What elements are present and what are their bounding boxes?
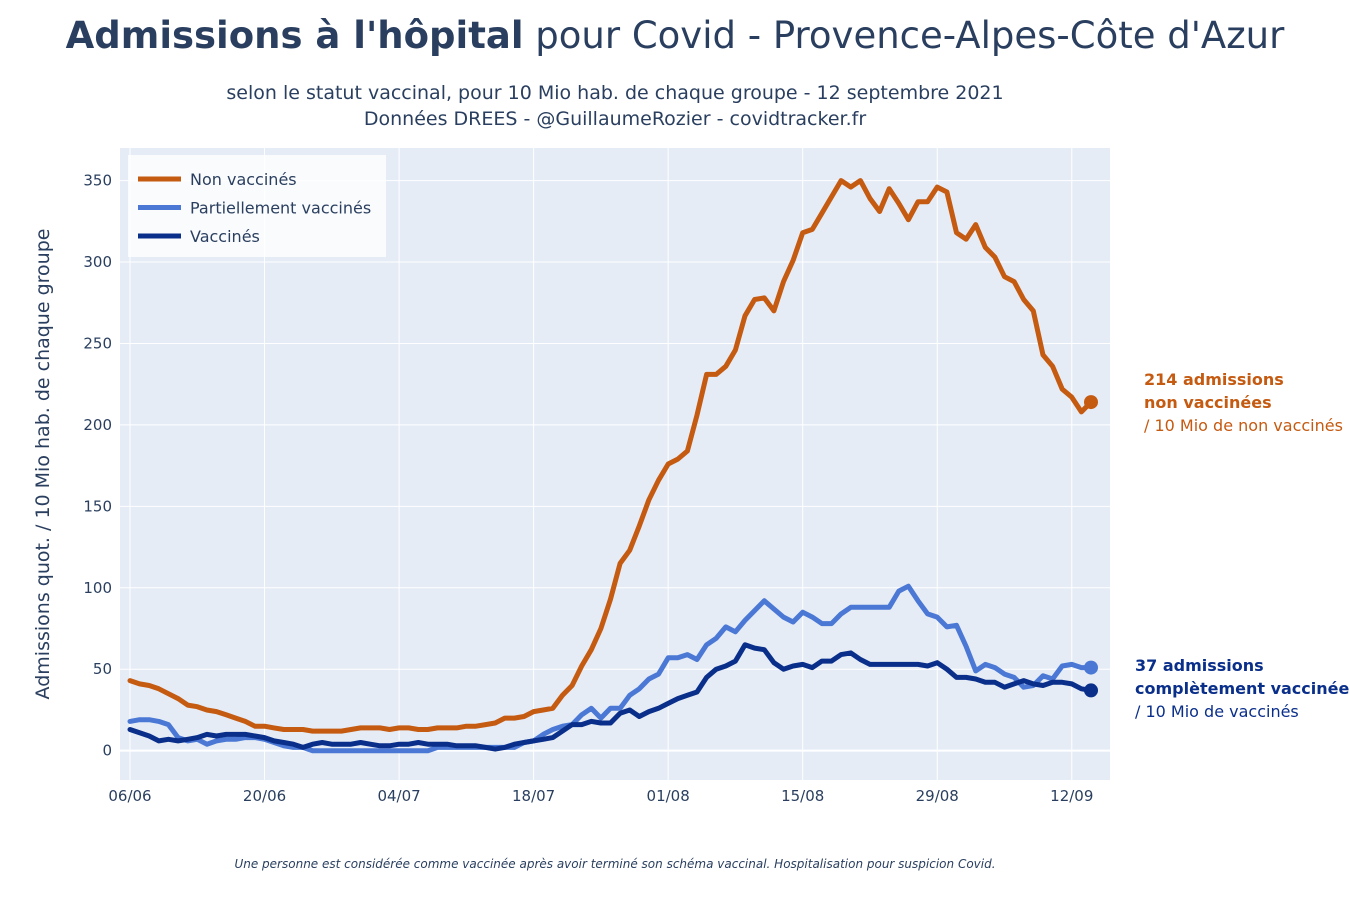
chart-title-rest: pour Covid - Provence-Alpes-Côte d'Azur (523, 14, 1285, 57)
x-tick-label: 18/07 (512, 787, 555, 805)
annotation-non-vaccines: 214 admissions non vaccinées / 10 Mio de… (1144, 368, 1343, 437)
y-tick-label: 350 (83, 172, 112, 190)
y-tick-label: 200 (83, 416, 112, 434)
y-tick-label: 300 (83, 253, 112, 271)
series-endpoint-non-vaccines (1084, 395, 1098, 410)
x-tick-label: 04/07 (377, 787, 420, 805)
annotation-vaccines: 37 admissions complètement vaccinée / 10… (1135, 654, 1349, 723)
chart-subtitle: selon le statut vaccinal, pour 10 Mio ha… (226, 82, 1004, 104)
annotation-non-vaccines-line2: non vaccinées (1144, 393, 1272, 412)
series-line-partiellement-vaccines (127, 583, 1094, 754)
y-tick-label: 150 (83, 497, 112, 515)
legend-label-vaccines: Vaccinés (190, 227, 260, 246)
y-tick-label: 0 (102, 742, 112, 760)
chart-source: Données DREES - @GuillaumeRozier - covid… (363, 108, 867, 130)
y-tick-label: 50 (93, 660, 112, 678)
series-line-vaccines (127, 642, 1094, 752)
x-tick-label: 12/09 (1050, 787, 1093, 805)
x-tick-label: 15/08 (781, 787, 824, 805)
chart-title: Admissions à l'hôpital pour Covid - Prov… (0, 14, 1350, 57)
x-tick-label: 06/06 (108, 787, 151, 805)
x-tick-label: 01/08 (647, 787, 690, 805)
annotation-non-vaccines-line1: 214 admissions (1144, 370, 1284, 389)
x-tick-label: 20/06 (243, 787, 286, 805)
x-tick-label: 29/08 (916, 787, 959, 805)
annotation-vaccines-line2: complètement vaccinée (1135, 679, 1350, 698)
series-line-non-vaccines (127, 178, 1094, 734)
y-tick-label: 100 (83, 579, 112, 597)
footnote: Une personne est considérée comme vaccin… (234, 857, 996, 871)
y-axis-label: Admissions quot. / 10 Mio hab. de chaque… (32, 229, 54, 700)
series-endpoint-partiellement-vaccines (1084, 660, 1098, 675)
annotation-non-vaccines-line3: / 10 Mio de non vaccinés (1144, 416, 1343, 435)
legend-label-partiellement-vaccines: Partiellement vaccinés (190, 199, 371, 218)
series-endpoint-vaccines (1084, 683, 1098, 698)
y-tick-label: 250 (83, 334, 112, 352)
annotation-vaccines-line1: 37 admissions (1135, 656, 1264, 675)
annotation-vaccines-line3: / 10 Mio de vaccinés (1135, 702, 1299, 721)
legend-label-non-vaccines: Non vaccinés (190, 170, 297, 189)
chart-title-bold: Admissions à l'hôpital (65, 14, 524, 57)
